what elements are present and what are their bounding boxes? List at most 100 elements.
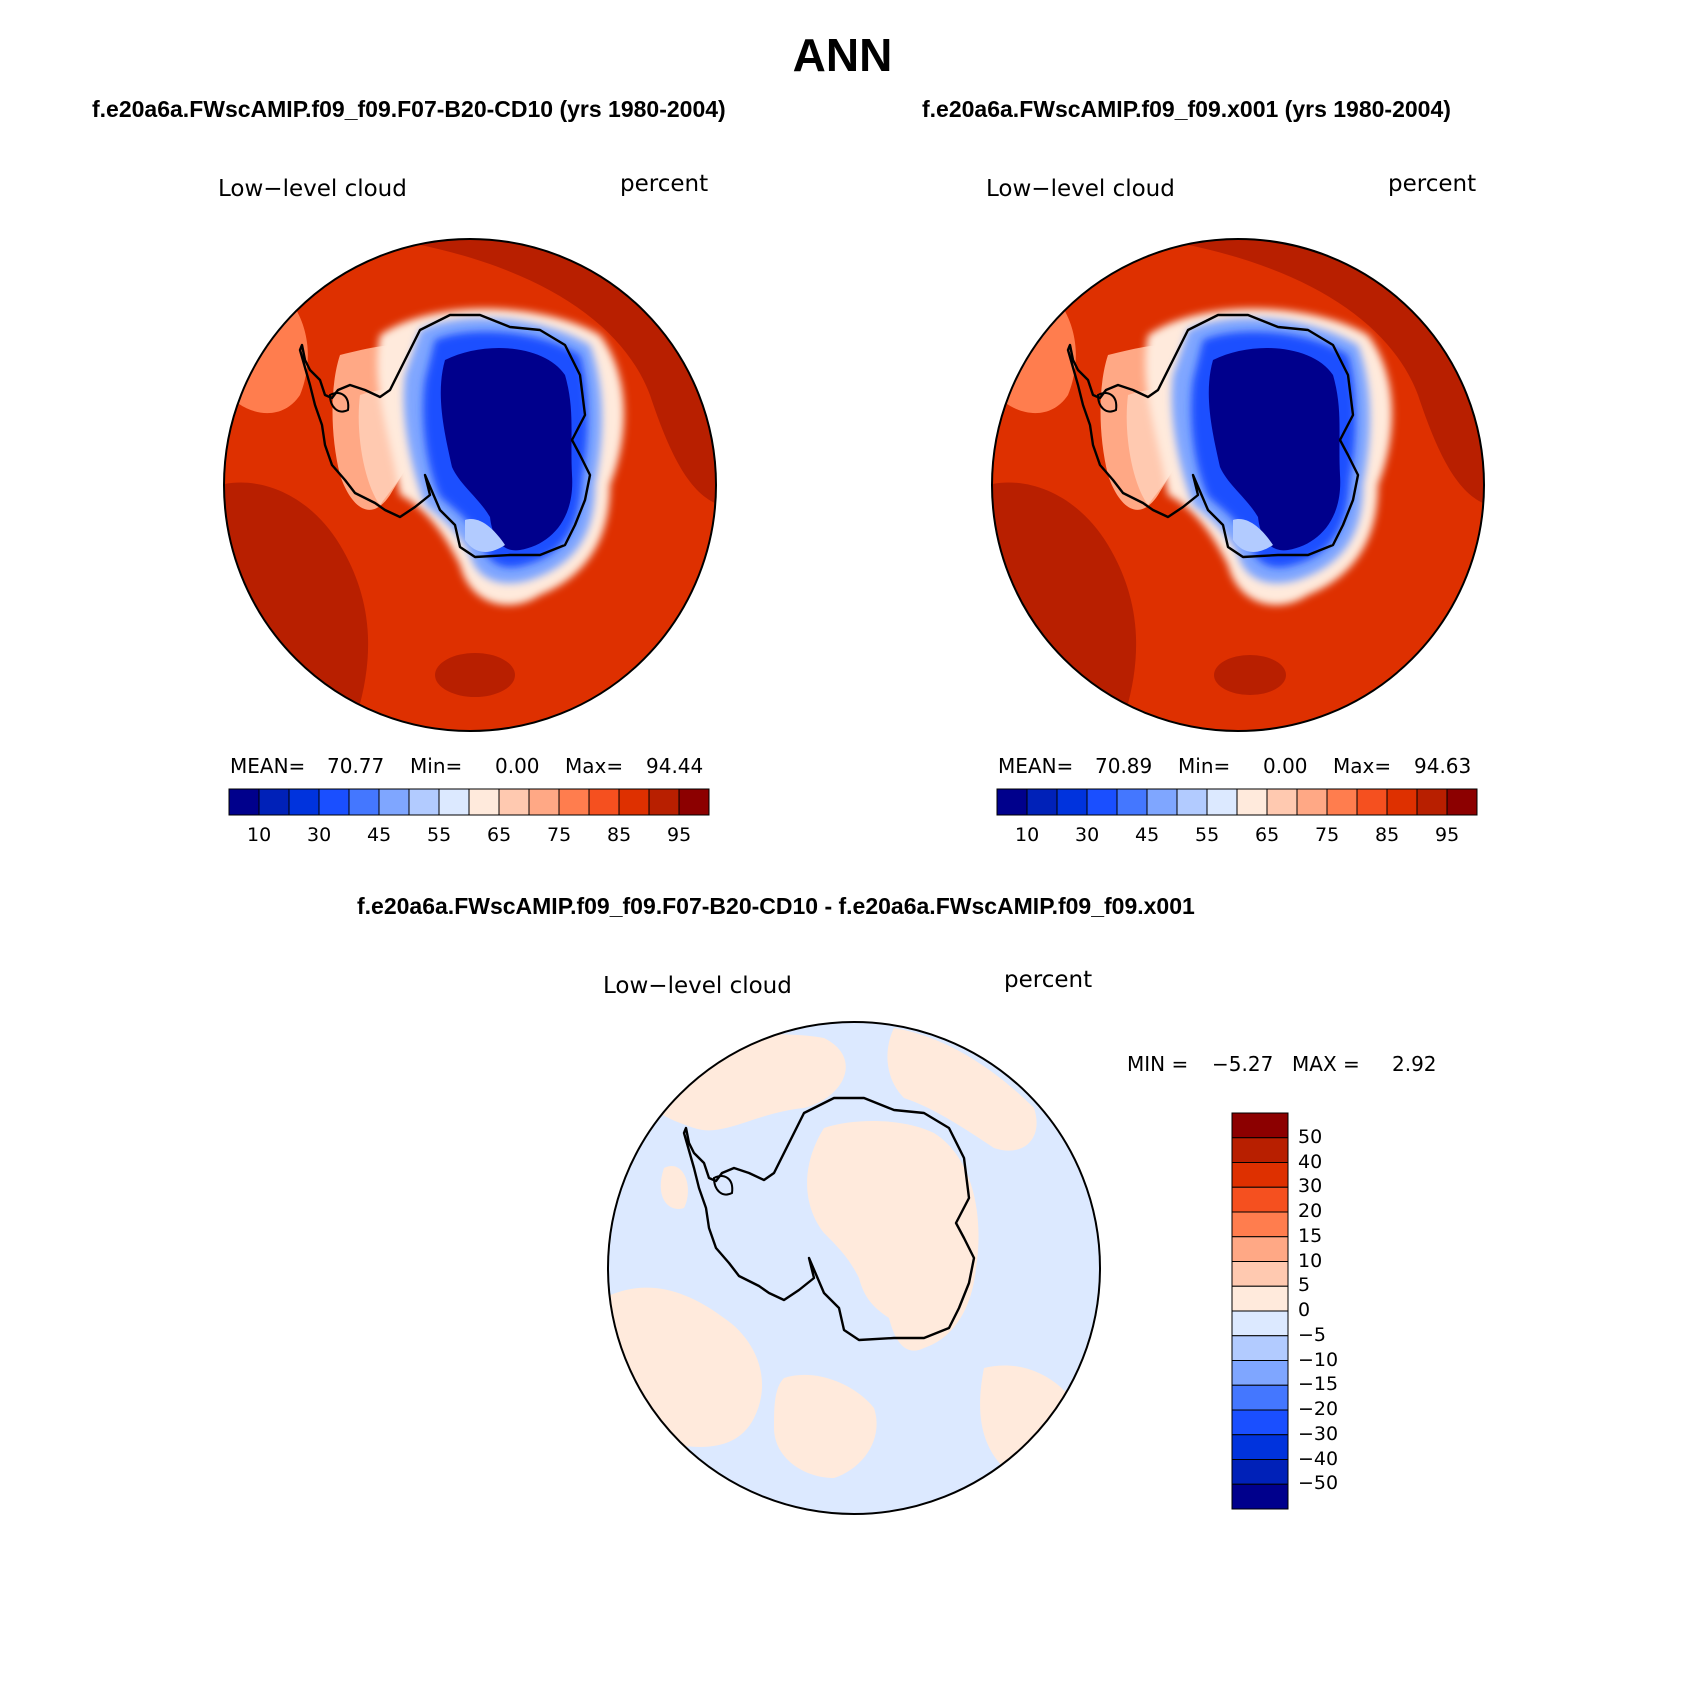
map-difference [607,1021,1101,1515]
colorbar-swatch [1231,1211,1289,1238]
panel3-units-label: percent [1004,967,1093,993]
colorbar-tick-label: 95 [1435,824,1460,846]
colorbar-tick-label: 95 [667,824,692,846]
panel3-min-value: −5.27 [1212,1052,1274,1076]
high-cloud-region-north-east [360,239,716,505]
colorbar-tick-label: 55 [1195,824,1220,846]
colorbar-swatch [1231,1236,1289,1262]
colorbar-swatch [1231,1310,1289,1337]
colorbar-tick-label: 30 [1298,1175,1323,1198]
colorbar-tick-label: 55 [427,824,452,846]
map-frame [223,238,717,732]
colorbar-swatch [1231,1434,1289,1460]
ross-sea-region [465,519,505,552]
colorbar-swatch [1206,788,1238,816]
colorbar-tick-label: −30 [1298,1422,1339,1445]
positive-diff-patch [774,1374,877,1478]
moderate-cloud-region [224,275,308,413]
colorbar-tick-label: 85 [607,824,632,846]
colorbar-tick-label: 5 [1298,1274,1311,1297]
colorbar-case2 [996,788,1478,816]
colorbar-swatch [1446,788,1478,816]
colorbar-swatch [588,788,620,816]
colorbar-swatch [1231,1137,1289,1163]
colorbar-tick-label: −40 [1298,1447,1339,1470]
high-cloud-region-north-east [1128,239,1484,505]
panel2-mean-value: 70.89 [1095,754,1153,778]
positive-diff-patch [660,1166,688,1209]
colorbar-tick-label: −15 [1298,1373,1339,1396]
colorbar-tick-label: 75 [547,824,572,846]
colorbar-swatch [378,788,410,816]
colorbar-swatch [318,788,350,816]
panel1-units-label: percent [620,171,709,197]
panel1-mean-label: MEAN= [230,754,306,778]
colorbar-swatch [1356,788,1388,816]
panel1-max-label: Max= [565,754,624,778]
panel3-max-value: 2.92 [1392,1052,1437,1076]
panel1-field-label: Low−level cloud [218,176,407,202]
colorbar-tick-label: −50 [1298,1472,1339,1495]
panel1-min-value: 0.00 [495,754,540,778]
colorbar-tick-label: 65 [487,824,512,846]
colorbar-swatch [1266,788,1298,816]
colorbar-tick-label: −10 [1298,1348,1339,1371]
antarctica-coastline [682,1096,976,1342]
panel2-field-label: Low−level cloud [986,176,1175,202]
colorbar-tick-label: 30 [1075,824,1100,846]
panel3-max-label: MAX = [1292,1052,1360,1076]
colorbar-tick-label: 50 [1298,1125,1323,1148]
panel3-run-title: f.e20a6a.FWscAMIP.f09_f09.F07-B20-CD10 -… [357,893,1195,919]
low-cloud-region [992,315,1027,375]
colorbar-swatch [1231,1285,1289,1312]
colorbar-tick-label: 0 [1298,1299,1311,1321]
colorbar-tick-label: 30 [307,824,332,846]
colorbar-swatch [1176,788,1208,816]
colorbar-swatch [1116,788,1148,816]
colorbar-swatch [678,788,710,816]
panel2-run-title: f.e20a6a.FWscAMIP.f09_f09.x001 (yrs 1980… [922,96,1451,122]
map-frame [607,1021,1101,1515]
peninsula-island-outline [712,1175,734,1196]
colorbar-tick-label: 40 [1298,1150,1323,1173]
colorbar-tick-label: −20 [1298,1398,1339,1420]
colorbar-tick-label: 15 [1298,1224,1323,1247]
colorbar-tick-label: 75 [1315,824,1340,846]
colorbar-swatch [558,788,590,816]
panel2-units-label: percent [1388,171,1477,197]
ross-sea-region [1233,519,1273,552]
colorbar-tick-label: 10 [1015,824,1040,846]
colorbar-swatch [1146,788,1178,816]
colorbar-swatch [618,788,650,816]
low-cloud-region [224,315,259,375]
panel2-max-value: 94.63 [1414,754,1472,778]
colorbar-swatch [1231,1261,1289,1287]
colorbar-swatch [288,788,320,816]
antarctica-coastline [1066,313,1360,559]
colorbar-swatch [1086,788,1118,816]
colorbar-swatch [996,788,1028,816]
panel2-min-value: 0.00 [1263,754,1308,778]
panel2-max-label: Max= [1333,754,1392,778]
antarctic-interior-minimum [1208,348,1341,551]
panel3-min-label: MIN = [1127,1052,1189,1076]
colorbar-difference [1231,1112,1289,1510]
colorbar-tick-label: 85 [1375,824,1400,846]
high-cloud-patch [435,653,515,697]
colorbar-swatch [1231,1483,1289,1510]
panel1-mean-value: 70.77 [327,754,385,778]
colorbar-swatch [1231,1186,1289,1213]
colorbar-swatch [648,788,680,816]
colorbar-swatch [1231,1162,1289,1188]
colorbar-swatch [1416,788,1448,816]
colorbar-swatch [1326,788,1358,816]
colorbar-swatch [1231,1409,1289,1436]
panel2-mean-label: MEAN= [998,754,1074,778]
colorbar-swatch [348,788,380,816]
panel1-max-value: 94.44 [646,754,704,778]
colorbar-swatch [1056,788,1088,816]
panel3-field-label: Low−level cloud [603,973,792,999]
colorbar-swatch [1296,788,1328,816]
antarctica-coastline [298,313,592,559]
colorbar-swatch [1236,788,1268,816]
